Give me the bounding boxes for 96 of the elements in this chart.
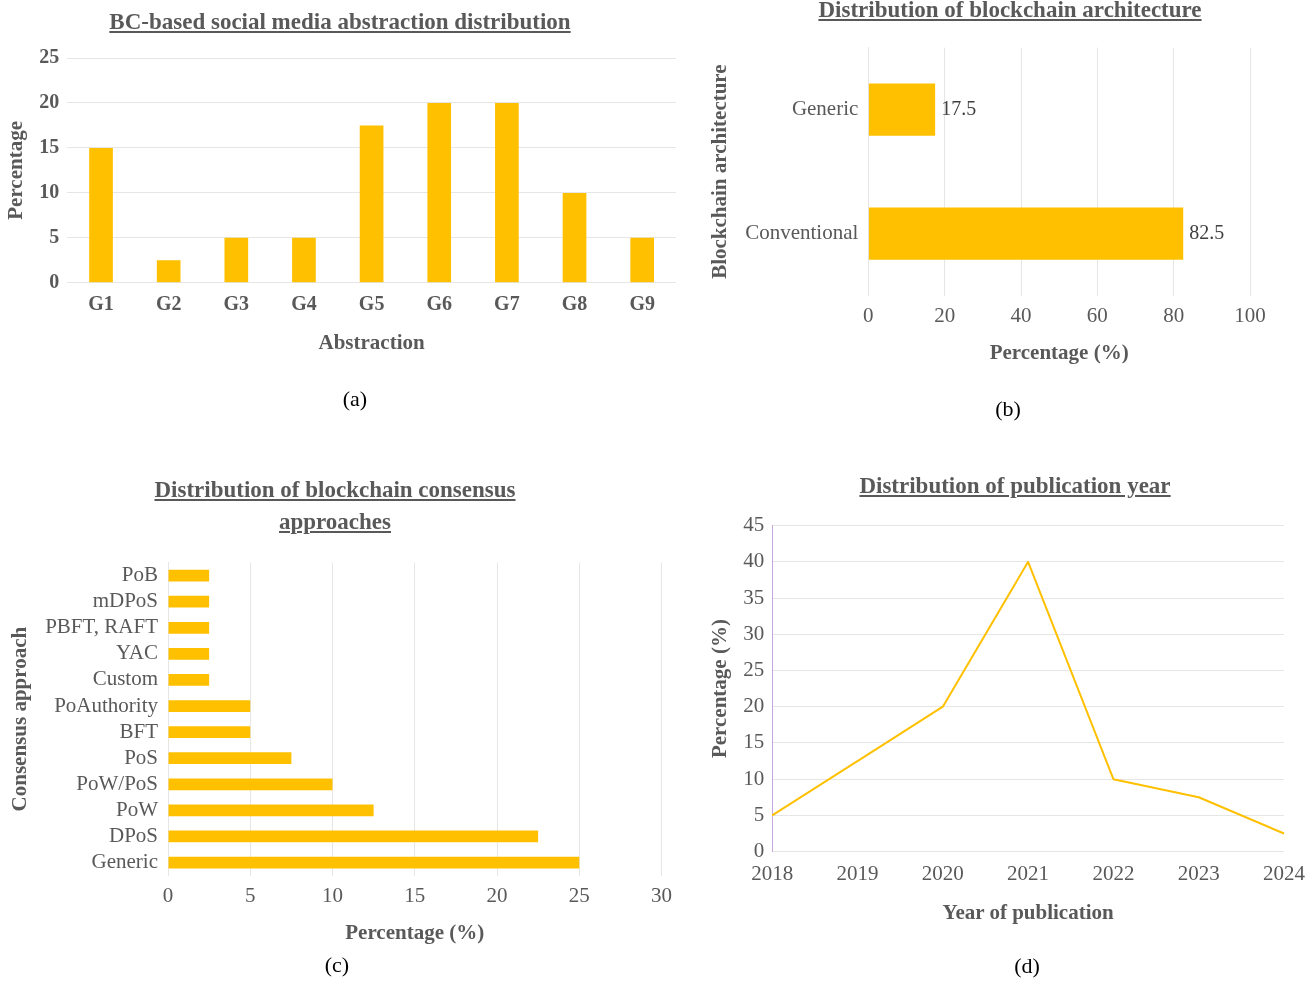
bar <box>292 237 316 283</box>
x-tick-label: 20 <box>934 302 956 327</box>
x-axis-title: Percentage (%) <box>345 919 485 944</box>
x-tick-label: 5 <box>245 882 256 907</box>
text: (a) <box>341 386 369 412</box>
y-tick-label: PoAuthority <box>54 692 159 717</box>
x-tick-label: 10 <box>322 882 344 907</box>
x-tick-label: G9 <box>629 291 655 314</box>
y-tick-label: Generic <box>791 96 859 121</box>
y-tick-label: mDPoS <box>92 588 159 613</box>
bar <box>495 102 519 283</box>
x-tick-label: 2018 <box>751 860 794 885</box>
y-axis-title: Consensus approach <box>7 626 32 812</box>
y-tick-label: 25 <box>39 45 60 68</box>
y-tick-label: PoS <box>124 744 159 769</box>
x-tick-label: 2019 <box>836 860 879 885</box>
bar <box>168 726 251 739</box>
x-tick-label: 2020 <box>921 860 964 885</box>
x-tick-label: 2024 <box>1263 860 1306 885</box>
bar <box>168 595 210 608</box>
x-tick-label: 2021 <box>1007 860 1050 885</box>
x-tick-label: G6 <box>426 291 453 314</box>
chart-title: Distribution of publication year <box>858 472 1172 500</box>
y-tick-label: 15 <box>743 729 765 754</box>
y-tick-label: 40 <box>743 548 765 573</box>
y-tick-label: Custom <box>92 666 159 691</box>
x-tick-label: 2023 <box>1177 860 1220 885</box>
bar <box>168 621 210 634</box>
y-tick-label: PoW/PoS <box>76 770 159 795</box>
y-tick-label: 10 <box>39 180 60 203</box>
y-tick-label: 15 <box>39 135 60 158</box>
x-tick-label: 20 <box>486 882 508 907</box>
bar <box>168 569 210 582</box>
y-tick-label: 5 <box>49 225 60 248</box>
y-tick-label: 5 <box>753 801 765 826</box>
y-tick-label: PBFT, RAFT <box>45 614 159 639</box>
y-tick-label: YAC <box>116 640 159 665</box>
bar <box>168 830 539 843</box>
bar <box>168 674 210 686</box>
chart-title: Distribution of blockchain architecture <box>817 0 1203 24</box>
text: (d) <box>1013 953 1041 979</box>
data-label: 17.5 <box>941 96 977 119</box>
y-tick-label: 0 <box>753 838 765 863</box>
y-tick-label: 30 <box>743 620 765 645</box>
bar <box>168 700 251 712</box>
x-axis-title: Abstraction <box>318 329 425 354</box>
y-tick-label: BFT <box>119 718 159 743</box>
x-tick-label: 15 <box>404 882 426 907</box>
bar <box>630 237 655 283</box>
y-tick-label: PoB <box>121 562 159 587</box>
x-axis-title: Year of publication <box>942 899 1114 924</box>
y-tick-label: 25 <box>743 657 765 681</box>
bar <box>168 778 333 791</box>
chart-title: Distribution of blockchain consensus approaches <box>153 476 517 536</box>
x-tick-label: 60 <box>1086 302 1108 327</box>
text: (c) <box>323 952 351 978</box>
chart-title: BC-based social media abstraction distribution <box>108 8 572 36</box>
data-label: 82.5 <box>1189 220 1225 243</box>
x-tick-label: 100 <box>1234 302 1266 327</box>
bar <box>168 752 292 765</box>
y-tick-label: Conventional <box>745 220 859 245</box>
x-tick-label: G7 <box>494 291 520 314</box>
x-tick-label: G8 <box>561 291 588 314</box>
x-tick-label: 30 <box>651 882 672 907</box>
y-tick-label: 0 <box>49 269 60 292</box>
x-tick-label: 40 <box>1010 302 1032 327</box>
y-axis-title: Percentage (%) <box>707 619 732 759</box>
x-tick-label: G2 <box>155 291 182 314</box>
y-tick-label: PoW <box>116 796 159 821</box>
bar <box>89 147 113 283</box>
bar <box>427 102 452 283</box>
x-tick-label: 25 <box>568 882 590 907</box>
bar <box>168 856 580 869</box>
y-tick-label: 20 <box>743 693 765 718</box>
y-tick-label: Generic <box>91 849 159 874</box>
bar <box>224 237 249 283</box>
bar <box>359 125 384 283</box>
bar <box>156 260 181 283</box>
x-tick-label: G1 <box>88 291 114 314</box>
y-axis-title: Percentage <box>3 121 28 220</box>
bar <box>168 648 210 660</box>
y-tick-label: 45 <box>743 512 765 537</box>
y-tick-label: 20 <box>39 90 60 113</box>
x-tick-label: 2022 <box>1092 860 1135 885</box>
y-tick-label: 35 <box>743 584 765 609</box>
x-axis-title: Percentage (%) <box>989 339 1129 364</box>
y-axis-title: Blockchain architecture <box>707 64 732 279</box>
x-tick-label: G5 <box>358 291 385 314</box>
y-tick-label: 10 <box>743 765 765 790</box>
bar <box>168 804 374 817</box>
y-tick-label: DPoS <box>108 822 159 847</box>
x-tick-label: 80 <box>1163 302 1185 327</box>
text: (b) <box>994 396 1022 422</box>
x-tick-label: G3 <box>223 291 250 314</box>
x-tick-label: G4 <box>291 291 317 314</box>
bar <box>562 192 587 283</box>
